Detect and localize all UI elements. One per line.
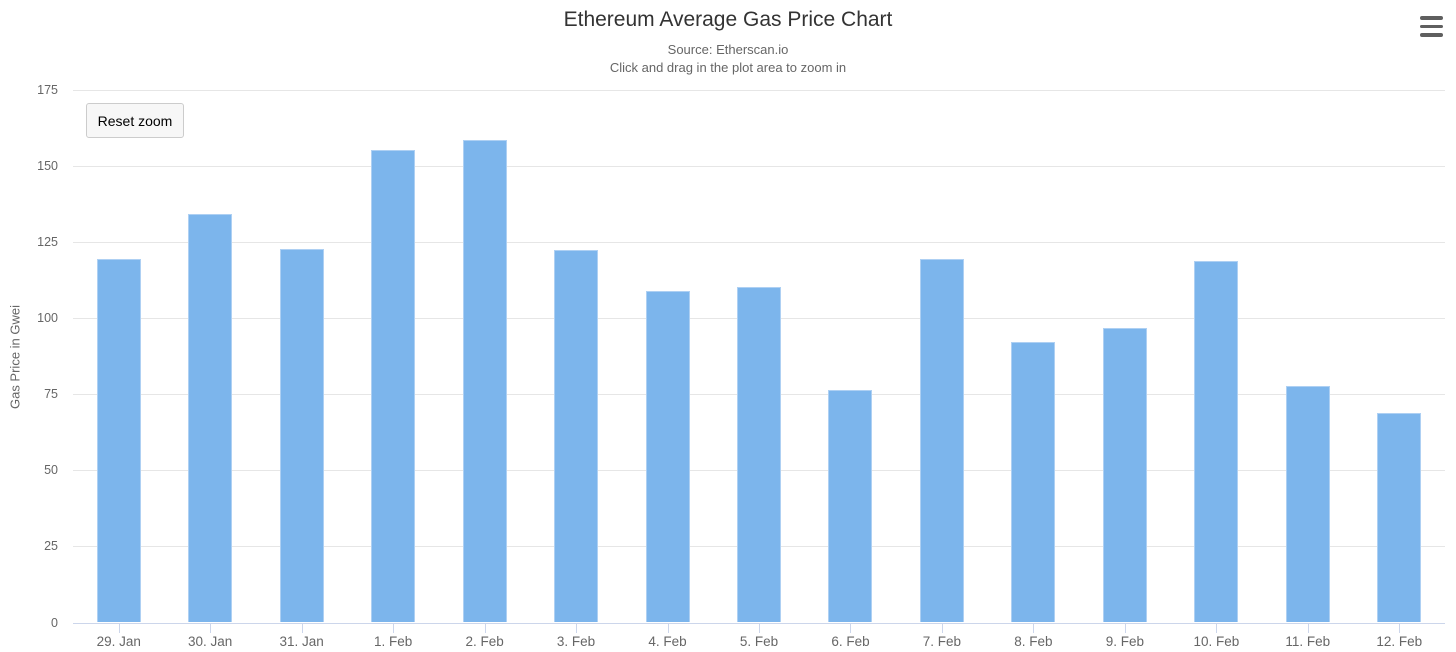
x-axis-tick [1033,622,1035,633]
x-axis-label: 7. Feb [922,633,962,649]
bar[interactable] [462,139,507,623]
x-axis-label: 11. Feb [1285,633,1331,649]
y-axis-label: 175 [37,83,58,97]
y-axis-label: 150 [37,159,58,174]
hamburger-icon [1420,16,1443,20]
bar[interactable] [919,259,964,623]
chart-context-menu-button[interactable] [1419,16,1444,42]
x-axis-label: 9. Feb [1105,633,1144,649]
x-axis-label: 1. Feb [373,633,413,649]
x-axis-tick [393,622,395,633]
y-axis-label: 50 [44,463,58,478]
x-axis-label: 2. Feb [465,633,504,649]
x-axis-tick [850,622,852,633]
bar[interactable] [371,149,416,623]
x-axis-label: 3. Feb [556,633,596,649]
bar[interactable] [1285,386,1330,623]
x-axis-label: 8. Feb [1014,633,1053,649]
bar[interactable] [1102,327,1147,623]
bar[interactable] [96,259,141,623]
chart-subtitle-hint: Click and drag in the plot area to zoom … [609,60,847,75]
bar[interactable] [737,287,781,623]
hamburger-icon [1420,33,1443,37]
bar[interactable] [828,390,873,623]
bar[interactable] [645,290,690,623]
x-axis-tick [576,622,578,633]
x-axis-tick [941,622,943,633]
x-axis-label: 30. Jan [188,633,233,649]
x-axis-label: 29. Jan [96,633,141,649]
y-axis-label: 75 [44,387,58,402]
bar[interactable] [1377,413,1422,623]
x-axis-tick [1124,622,1126,633]
x-axis-tick [210,622,212,633]
hamburger-icon [1420,24,1443,29]
y-axis-label: 100 [37,311,58,326]
x-axis-tick [1399,622,1401,633]
x-axis-tick [484,622,486,633]
x-axis-label: 6. Feb [831,633,870,649]
y-axis-label: 0 [51,615,58,630]
x-axis-label: 10. Feb [1193,633,1240,649]
x-axis-tick [667,622,669,633]
y-axis-label: 25 [44,539,58,554]
x-axis-tick [118,622,120,633]
bar[interactable] [279,249,324,623]
x-axis-tick [1307,622,1309,633]
chart-title: Ethereum Average Gas Price Chart [563,8,893,31]
reset-zoom-button[interactable]: Reset zoom [86,103,184,138]
x-axis-tick [1216,622,1218,633]
x-axis-label: 4. Feb [648,633,687,649]
bar[interactable] [1011,341,1056,623]
x-axis-label: 31. Jan [279,633,324,649]
y-axis-label: 125 [37,235,58,250]
x-axis-label: 5. Feb [739,633,779,649]
x-axis-label: 12. Feb [1376,633,1423,649]
bar[interactable] [188,214,233,623]
bar[interactable] [554,250,599,623]
x-axis-tick [301,622,303,633]
chart-subtitle-source: Source: Etherscan.io [667,42,789,57]
bar[interactable] [1194,261,1239,623]
x-axis-tick [759,622,760,633]
